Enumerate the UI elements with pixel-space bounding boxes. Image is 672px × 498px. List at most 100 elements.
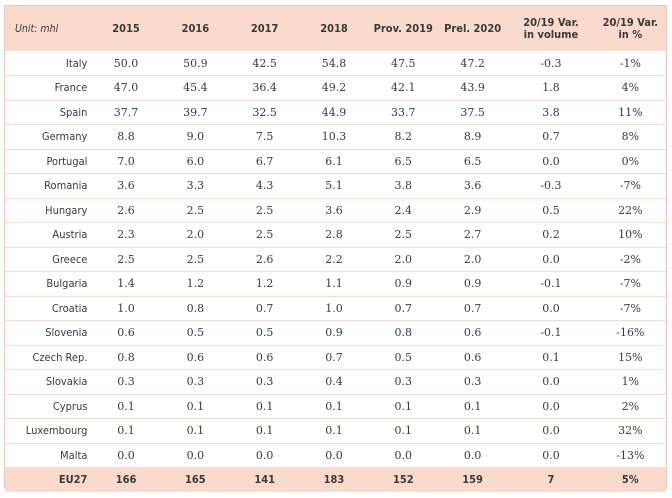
- country-cell: France: [5, 75, 92, 101]
- total-value-cell: 165: [185, 473, 206, 487]
- country-cell: Romania: [5, 173, 92, 199]
- value-cell: -7%: [594, 296, 666, 321]
- value-cell: 0.7: [437, 296, 508, 321]
- value-cell: 43.9: [437, 75, 508, 101]
- value-cell: 0.7: [368, 296, 438, 321]
- value-cell: 0.0: [437, 443, 508, 468]
- country-cell: Spain: [5, 100, 92, 125]
- table-row: Malta 0.0 0.0 0.0 0.0 0.0 0.0 0.0 -13%: [5, 443, 666, 468]
- value-cell: 2.3: [91, 222, 161, 248]
- value-cell: 0.6: [160, 345, 231, 370]
- table-row: Bulgaria 1.4 1.2 1.2 1.1 0.9 0.9 -0.1 -7%: [5, 271, 666, 297]
- value-cell: 0.1: [91, 394, 161, 419]
- value-cell: 2.2: [299, 247, 369, 272]
- value-cell: 7.5: [230, 124, 300, 150]
- value-cell: 32.5: [230, 100, 300, 125]
- value-cell: 0.3: [437, 369, 508, 395]
- value-cell: 2%: [594, 394, 666, 419]
- value-cell: 2.0: [160, 222, 231, 248]
- value-cell: 1.0: [91, 296, 161, 321]
- value-cell: 0.5: [230, 320, 300, 346]
- table-row: Cyprus 0.1 0.1 0.1 0.1 0.1 0.1 0.0 2%: [5, 394, 666, 419]
- value-cell: -1%: [594, 51, 666, 76]
- column-header: 2015: [112, 21, 140, 35]
- value-cell: 0.1: [507, 345, 595, 370]
- total-value-cell: 152: [392, 473, 414, 487]
- value-cell: 45.4: [160, 75, 231, 101]
- table-row: Croatia 1.0 0.8 0.7 1.0 0.7 0.7 0.0 -7%: [5, 296, 666, 321]
- value-cell: 1.8: [507, 75, 595, 101]
- table-row: Portugal 7.0 6.0 6.7 6.1 6.5 6.5 0.0 0%: [5, 149, 666, 174]
- value-cell: 6.5: [437, 149, 508, 174]
- value-cell: 0.7: [230, 296, 300, 321]
- value-cell: 0.3: [230, 369, 300, 395]
- value-cell: 32%: [594, 418, 666, 444]
- value-cell: 0.1: [230, 418, 300, 444]
- column-header: 20/19 Var. in %: [602, 15, 659, 41]
- total-value-cell: 141: [254, 473, 275, 487]
- value-cell: 0.0: [299, 443, 369, 468]
- value-cell: 0.2: [507, 222, 595, 248]
- value-cell: 2.5: [160, 247, 231, 272]
- table-row: Greece 2.5 2.5 2.6 2.2 2.0 2.0 0.0 -2%: [5, 247, 666, 272]
- column-header: 2018: [320, 21, 348, 35]
- value-cell: 3.8: [507, 100, 595, 125]
- value-cell: 2.6: [230, 247, 300, 272]
- value-cell: 2.5: [230, 222, 300, 248]
- value-cell: 54.8: [299, 51, 369, 76]
- wine-production-table-frame: Unit: mhl 2015 2016 2017 2018 Prov. 2019 Prel…: [4, 5, 667, 492]
- total-value-cell: 159: [462, 473, 483, 487]
- value-cell: 0.6: [230, 345, 300, 370]
- table-row: Slovakia 0.3 0.3 0.3 0.4 0.3 0.3 0.0 1%: [5, 369, 666, 395]
- value-cell: 0.0: [507, 418, 595, 444]
- value-cell: 0.6: [437, 320, 508, 346]
- table-row: Czech Rep. 0.8 0.6 0.6 0.7 0.5 0.6 0.1 15%: [5, 345, 666, 370]
- country-cell: Malta: [5, 443, 92, 468]
- value-cell: 0%: [594, 149, 666, 174]
- value-cell: 0.3: [160, 369, 231, 395]
- table-row: Luxembourg 0.1 0.1 0.1 0.1 0.1 0.1 0.0 32%: [5, 418, 666, 444]
- value-cell: 0.0: [507, 369, 595, 395]
- value-cell: 0.1: [368, 418, 438, 444]
- table-row: Hungary 2.6 2.5 2.5 3.6 2.4 2.9 0.5 22%: [5, 198, 666, 223]
- value-cell: 0.1: [299, 418, 369, 444]
- unit-label: Unit: mhl: [15, 22, 59, 35]
- table-row: Italy 50.0 50.9 42.5 54.8 47.5 47.2 -0.3 -1%: [5, 51, 666, 76]
- table-row: Spain 37.7 39.7 32.5 44.9 33.7 37.5 3.8 11%: [5, 100, 666, 125]
- value-cell: 2.5: [230, 198, 300, 223]
- value-cell: 4%: [594, 75, 666, 101]
- value-cell: 2.7: [437, 222, 508, 248]
- value-cell: 0.9: [368, 271, 438, 297]
- value-cell: 44.9: [299, 100, 369, 125]
- total-value-cell: 7: [547, 473, 555, 487]
- value-cell: 3.3: [160, 173, 231, 199]
- value-cell: 36.4: [230, 75, 300, 101]
- value-cell: 0.5: [368, 345, 438, 370]
- value-cell: 8.9: [437, 124, 508, 150]
- value-cell: 1.2: [160, 271, 231, 297]
- value-cell: 6.7: [230, 149, 300, 174]
- value-cell: 39.7: [160, 100, 231, 125]
- total-value-cell: 5%: [621, 473, 639, 487]
- value-cell: 1.0: [299, 296, 369, 321]
- value-cell: 0.0: [507, 149, 595, 174]
- value-cell: 0.0: [507, 394, 595, 419]
- column-header: 2017: [250, 21, 279, 35]
- country-cell: Portugal: [5, 149, 92, 174]
- value-cell: 0.0: [160, 443, 231, 468]
- value-cell: -2%: [594, 247, 666, 272]
- total-label-cell: EU27: [58, 473, 88, 487]
- value-cell: 6.5: [368, 149, 438, 174]
- value-cell: 2.5: [160, 198, 231, 223]
- value-cell: 0.5: [507, 198, 595, 223]
- value-cell: 37.7: [91, 100, 161, 125]
- value-cell: 2.6: [91, 198, 161, 223]
- value-cell: 2.0: [437, 247, 508, 272]
- value-cell: -13%: [594, 443, 666, 468]
- country-cell: Slovakia: [5, 369, 92, 395]
- value-cell: -0.3: [507, 173, 595, 199]
- value-cell: 2.5: [368, 222, 438, 248]
- value-cell: 47.2: [437, 51, 508, 76]
- table-row: Slovenia 0.6 0.5 0.5 0.9 0.8 0.6 -0.1 -16%: [5, 320, 666, 346]
- value-cell: 0.9: [437, 271, 508, 297]
